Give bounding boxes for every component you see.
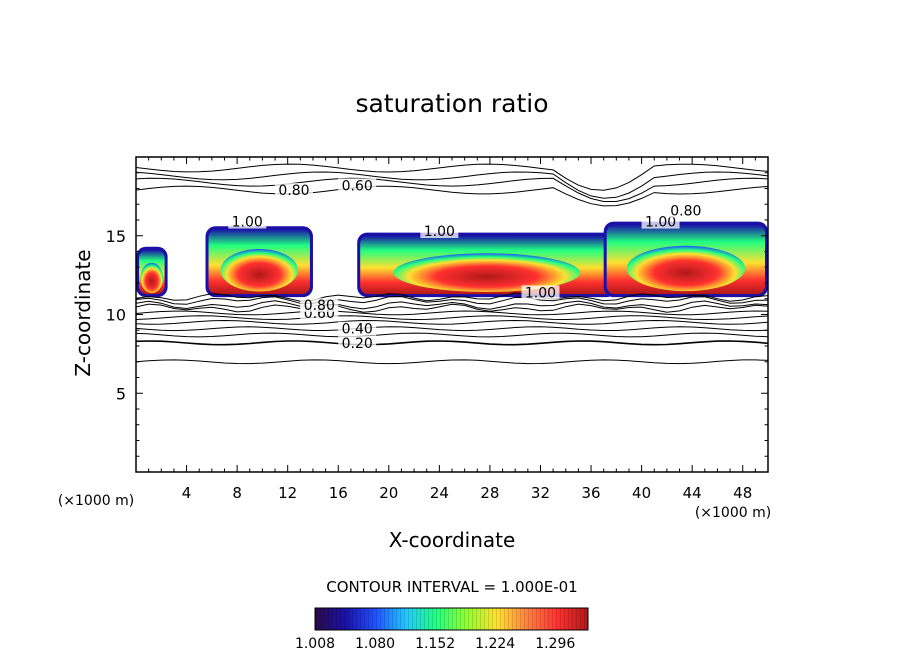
contour-label-bg [300,298,339,313]
y-tick-label: 15 [106,227,126,246]
x-unit-label: (×1000 m) [695,505,771,521]
x-axis-label: X-coordinate [389,528,516,552]
x-tick-label: 4 [182,484,192,502]
y-axis: 5 10 15 [106,172,768,457]
contour-line [136,177,768,202]
colorbar-tick-label: 1.296 [535,636,575,652]
contour-label: 0.80 [670,204,701,220]
contour-line [136,163,768,191]
saturation-field [136,221,768,298]
colorbar-tick-label: 1.008 [295,636,335,652]
contour-label: 1.00 [525,285,556,301]
contour-label: 0.60 [342,178,373,194]
x-tick-label: 16 [329,484,348,502]
contour-line [136,326,768,332]
x-tick-label: 44 [683,484,702,502]
contour-line [136,340,768,346]
contour-label-bg [420,224,459,239]
x-tick-label: 40 [632,484,651,502]
x-tick-label: 48 [733,484,752,502]
contour-label-bg [641,214,680,229]
colorbar: 1.008 1.080 1.152 1.224 1.296 [295,607,589,652]
colorbar-hatch [315,608,588,630]
contour-label: 0.80 [304,298,335,314]
contour-line [136,319,768,325]
contour-label: 0.40 [342,322,373,338]
saturation-peak [626,245,745,292]
saturation-peak [220,248,298,292]
contour-interval-text: CONTOUR INTERVAL = 1.000E-01 [326,578,577,596]
contour-lines [136,163,768,365]
plot-area: 0.200.400.600.800.600.801.001.001.001.00… [136,163,768,365]
contour-line [136,185,768,207]
contour-line [136,295,768,305]
x-tick-label: 8 [232,484,242,502]
contour-label-bg [228,214,267,229]
contour-label: 1.00 [232,215,263,231]
colorbar-tick-label: 1.224 [475,636,515,652]
chart-title: saturation ratio [355,89,548,118]
contour-line [136,332,768,338]
y-tick-label: 10 [106,306,126,325]
contour-labels: 0.200.400.600.800.600.801.001.001.001.00… [228,178,705,352]
contour-line [136,310,768,316]
contour-label-bg [338,321,377,336]
contour-label-bg [338,335,377,350]
colorbar-tick-label: 1.152 [415,636,455,652]
saturation-peak [140,262,164,294]
contour-line [136,359,768,365]
colorbar-frame [314,607,589,631]
contour-label-bg [275,183,313,198]
x-tick-label: 24 [430,484,449,502]
contour-line [136,300,768,310]
saturation-peak [393,253,581,293]
contour-label-bg [521,285,560,300]
contour-label: 1.00 [645,215,676,231]
contour-line [136,171,768,199]
x-tick-label: 36 [581,484,600,502]
contour-label: 0.80 [278,183,309,199]
contour-label: 0.20 [342,336,373,352]
x-tick-label: 28 [480,484,499,502]
x-tick-label: 20 [379,484,398,502]
contour-label-bg [338,178,377,193]
x-axis: 4 8 12 16 20 24 28 32 36 40 44 48 [148,157,756,502]
contour-line [136,315,768,321]
y-axis-label: Z-coordinate [71,249,95,376]
x-tick-label: 32 [531,484,550,502]
contour-line [136,292,768,302]
contour-label: 1.00 [424,224,455,240]
y-unit-label: (×1000 m) [58,493,134,509]
colorbar-tick-label: 1.080 [355,636,395,652]
contour-label-bg [666,203,705,218]
y-tick-label: 5 [116,384,126,403]
x-tick-label: 12 [278,484,297,502]
contour-line [136,303,768,313]
